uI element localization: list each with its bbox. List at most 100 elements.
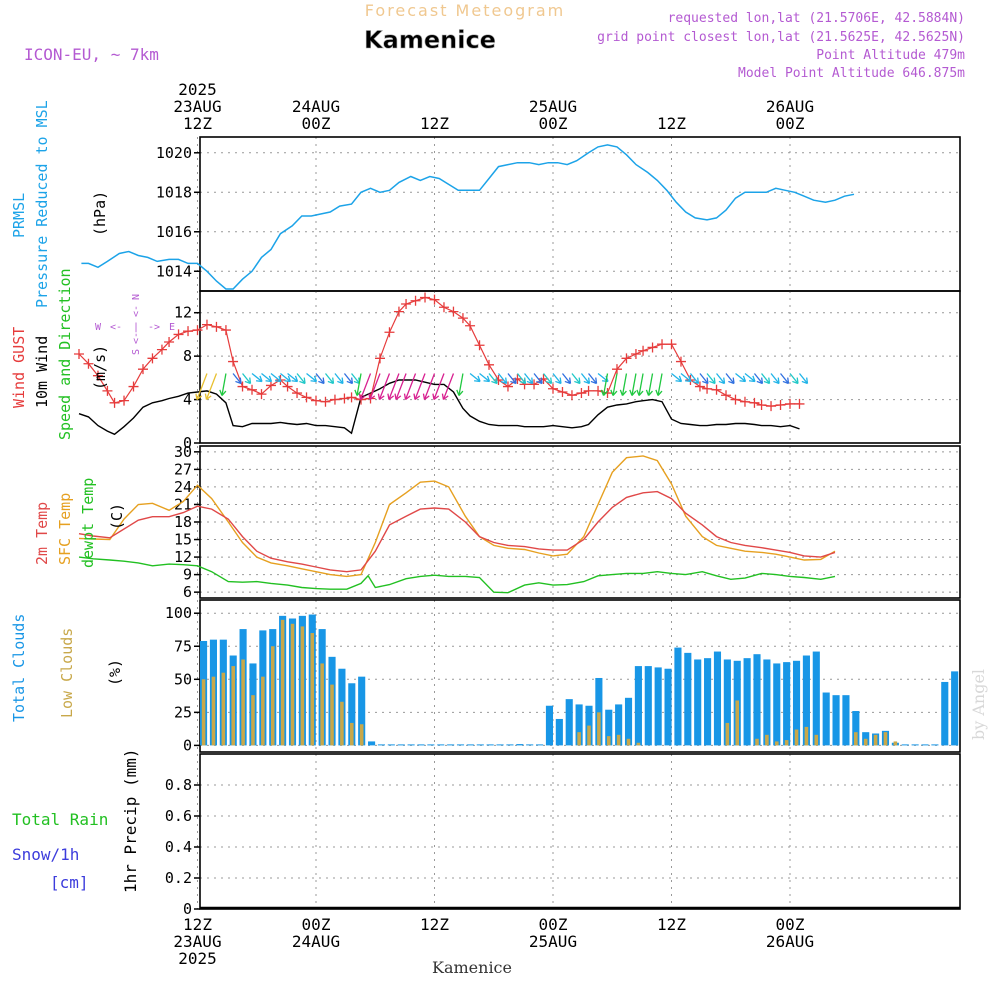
wind-arrow: [359, 373, 372, 400]
compass-w: W: [95, 322, 102, 333]
bottom-time-label: 00Z: [776, 915, 805, 934]
wind-arrow-head: [456, 389, 464, 396]
wind-arrow: [680, 373, 692, 383]
wind-arrow-head: [519, 377, 527, 385]
wind-arrow: [706, 373, 716, 384]
pressure-ytick-label: 1016: [156, 223, 192, 241]
temp-ytick-label: 6: [183, 583, 192, 601]
total-cloud-bar: [921, 744, 929, 746]
gust-marker: [474, 340, 485, 351]
wind-arrow: [753, 373, 763, 384]
total-cloud-bar: [773, 663, 781, 746]
wind-arrow-head: [564, 377, 572, 385]
wind-arrow-head: [675, 375, 683, 383]
gust-marker: [311, 395, 321, 406]
bottom-time-label: 23AUG: [173, 932, 221, 951]
gust-marker: [173, 329, 184, 340]
gust-label: Wind GUST: [10, 327, 28, 408]
low-clouds-label: Low Clouds: [58, 628, 76, 718]
total-cloud-bar: [496, 744, 504, 746]
low-cloud-bar: [577, 732, 581, 746]
wind-arrow-head: [536, 377, 543, 385]
wind-dir-label: Speed and Direction: [56, 268, 74, 440]
total-cloud-bar: [575, 704, 583, 746]
wind-arrow: [588, 373, 598, 384]
wind-unit: (m/s): [91, 345, 109, 390]
wind-arrow: [689, 373, 699, 384]
total-cloud-bar: [516, 744, 524, 746]
wind-arrow-head: [441, 393, 449, 401]
wind-arrow-head: [610, 389, 618, 396]
wind-arrow: [221, 373, 227, 396]
wind-arrow: [524, 373, 534, 384]
gust-marker: [228, 356, 239, 367]
gridpoint-coords: grid point closest lon,lat (21.5625E, 42…: [597, 30, 965, 45]
wind-arrow: [761, 373, 771, 384]
total-cloud-bar: [466, 744, 474, 746]
low-cloud-bar: [784, 740, 789, 746]
wind-arrow: [580, 373, 590, 384]
gust-marker: [92, 370, 103, 381]
total-cloud-bar: [931, 744, 939, 746]
total-cloud-bar: [644, 666, 652, 746]
gust-marker: [109, 397, 120, 408]
low-cloud-bar: [330, 684, 334, 746]
gust-marker: [374, 353, 385, 364]
low-cloud-bar: [626, 738, 631, 746]
total-cloud-bar: [704, 658, 712, 746]
pressure-panel: 1014 1016 1018 1020: [81, 136, 961, 292]
wind-arrow-head: [545, 377, 553, 385]
gust-marker: [538, 373, 549, 384]
total-cloud-bar: [792, 660, 801, 746]
model-label: ICON-EU, ~ 7km: [24, 45, 159, 64]
low-cloud-bar: [359, 724, 364, 746]
total-cloud-bar: [447, 744, 455, 746]
wind-arrow-head: [583, 377, 591, 385]
gust-marker: [247, 384, 258, 395]
gust-marker: [465, 320, 476, 331]
t2m-label: 2m Temp: [33, 502, 51, 565]
gust-marker: [566, 390, 577, 401]
low-cloud-bar: [893, 741, 898, 746]
gust-marker: [548, 383, 558, 394]
total-cloud-bar: [605, 709, 613, 746]
wind-arrow-head: [291, 375, 299, 383]
gust-marker: [346, 392, 357, 403]
total-cloud-bar: [842, 695, 850, 746]
total-cloud-bar: [901, 744, 909, 746]
total-cloud-bar: [456, 744, 465, 746]
wind-arrow-head: [310, 375, 318, 383]
gust-marker: [438, 302, 449, 313]
wind-arrow: [647, 373, 654, 396]
total-cloud-bar: [634, 666, 642, 746]
wind-arrow-head: [474, 375, 481, 383]
total-cloud-bar: [545, 705, 554, 746]
sfc-temp-line: [78, 455, 836, 578]
gust-marker: [766, 401, 777, 412]
total-cloud-bar: [437, 744, 445, 746]
total-cloud-bar: [407, 744, 415, 746]
low-cloud-bar: [320, 663, 324, 746]
wind-arrow: [280, 373, 291, 383]
low-cloud-bar: [261, 676, 265, 746]
wind-arrow-head: [235, 377, 242, 385]
dewpt-line: [78, 556, 836, 594]
gust-marker: [164, 337, 175, 348]
top-time-label: 00Z: [302, 114, 331, 133]
wind-arrow: [205, 373, 218, 400]
cloud-unit: (%): [106, 659, 124, 686]
precip-ytick-label: 0.8: [165, 776, 192, 794]
wind-arrow: [516, 373, 526, 384]
top-time-label: 25AUG: [529, 97, 577, 116]
wind-arrow-head: [219, 389, 227, 396]
gust-marker: [282, 381, 293, 392]
total-cloud-bar: [348, 683, 356, 746]
temp-ytick-label: 15: [174, 531, 192, 549]
wind-arrow: [442, 373, 455, 400]
total-cloud-bar: [832, 695, 840, 746]
wind-arrow: [657, 373, 663, 396]
wind-arrow-head: [510, 377, 517, 385]
gust-marker: [429, 294, 440, 305]
wind-arrow-head: [299, 377, 306, 385]
gust-marker: [611, 364, 622, 375]
